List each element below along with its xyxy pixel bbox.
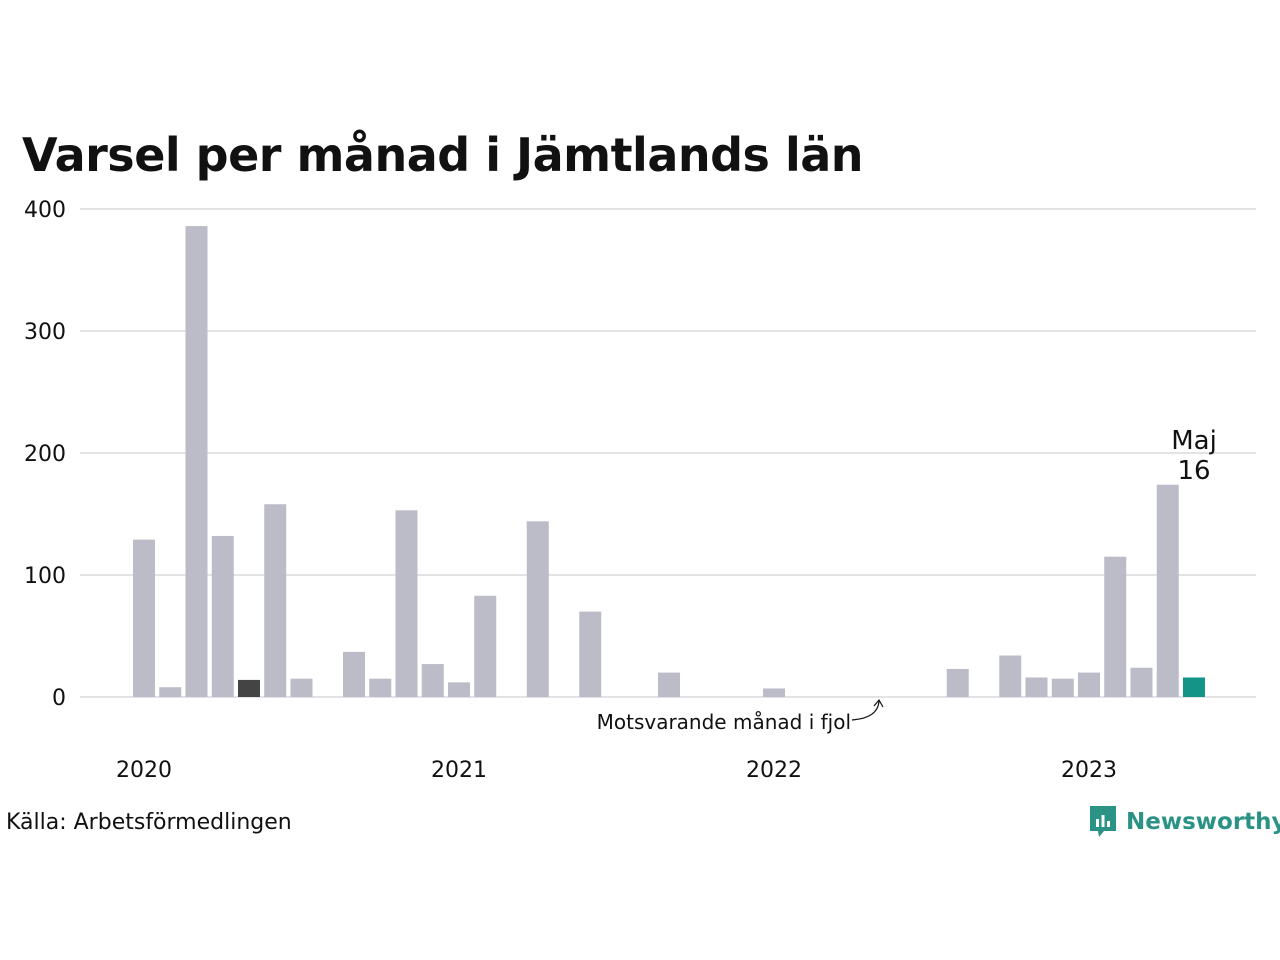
bar: [1051, 678, 1074, 697]
bar: [1130, 667, 1153, 697]
highlight-value-label: 16: [1177, 456, 1210, 486]
y-axis: 0 100 200 300 400: [24, 198, 66, 711]
bar: [1025, 677, 1048, 697]
x-year-label: 2023: [1061, 758, 1117, 783]
brand-name: Newsworthy: [1126, 809, 1280, 835]
bars: [133, 226, 1205, 697]
bar: [763, 688, 785, 697]
bar: [133, 539, 155, 697]
bar: [264, 504, 287, 697]
y-tick-label: 400: [24, 198, 66, 223]
x-year-label: 2020: [116, 758, 172, 783]
y-tick-label: 300: [24, 320, 66, 345]
bar: [946, 668, 969, 697]
bar: [526, 521, 549, 697]
bar: [159, 687, 182, 697]
bar: [999, 655, 1022, 697]
bar: [658, 672, 680, 697]
bar: [474, 595, 497, 697]
bar: [1156, 484, 1179, 697]
bar: [448, 682, 470, 697]
bar: [421, 664, 444, 697]
comparison-arrow: [851, 700, 880, 721]
bar: [211, 535, 234, 697]
chart-title: Varsel per månad i Jämtlands län: [22, 128, 864, 182]
comparison-arrowhead: [873, 698, 884, 708]
brand[interactable]: Newsworthy: [1088, 804, 1280, 840]
bar: [1078, 672, 1100, 697]
comparison-label: Motsvarande månad i fjol: [597, 710, 851, 734]
gridlines: [80, 208, 1256, 698]
highlight-month-label: Maj: [1171, 426, 1217, 456]
newsworthy-logo-icon: [1090, 806, 1116, 837]
bar: [579, 611, 602, 697]
y-tick-label: 100: [24, 564, 66, 589]
bar: [185, 226, 208, 697]
x-axis: 2020 2021 2022 2023: [116, 758, 1117, 783]
bar: [1104, 556, 1127, 697]
x-year-label: 2022: [746, 758, 802, 783]
bar-highlighted: [1183, 677, 1205, 697]
y-tick-label: 0: [52, 686, 66, 711]
bar: [290, 678, 313, 697]
source-note: Källa: Arbetsförmedlingen: [6, 810, 292, 835]
x-year-label: 2021: [431, 758, 487, 783]
bar: [395, 510, 418, 697]
bar: [343, 651, 365, 697]
bar-comparison: [238, 679, 260, 697]
y-tick-label: 200: [24, 442, 66, 467]
bar: [369, 678, 392, 697]
